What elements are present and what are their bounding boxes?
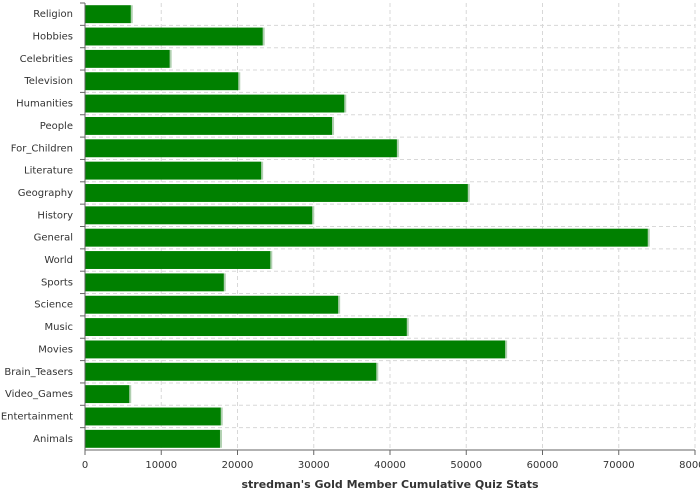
bar — [85, 385, 130, 404]
bar — [85, 5, 131, 24]
y-tick-label: History — [37, 210, 73, 221]
bar — [85, 206, 313, 225]
bar — [85, 72, 239, 91]
bar — [85, 407, 221, 426]
y-tick-label: Hobbies — [33, 32, 73, 43]
y-tick-label: Animals — [33, 434, 73, 445]
bar — [85, 340, 506, 359]
x-tick-label: 40000 — [374, 460, 406, 471]
y-tick-label: Geography — [18, 188, 73, 199]
bar — [85, 251, 271, 269]
x-tick-label: 50000 — [450, 460, 482, 471]
bar — [85, 161, 262, 180]
y-tick-label: Religion — [33, 9, 73, 20]
y-tick-label: Sports — [41, 277, 73, 288]
y-tick-label: Entertainment — [1, 411, 73, 422]
x-tick-label: 20000 — [222, 460, 254, 471]
bar — [85, 49, 170, 68]
bar — [85, 94, 345, 113]
y-tick-label: Humanities — [16, 99, 73, 110]
y-tick-label: World — [44, 255, 73, 266]
bar — [85, 295, 339, 314]
x-tick-label: 30000 — [298, 460, 330, 471]
bar — [85, 27, 263, 46]
y-tick-label: Literature — [24, 166, 73, 177]
bar — [85, 429, 220, 448]
x-axis-label: stredman's Gold Member Cumulative Quiz S… — [241, 478, 538, 491]
x-tick-label: 0 — [82, 460, 88, 471]
x-tick-label: 80000 — [679, 460, 700, 471]
y-tick-label: For_Children — [11, 143, 73, 154]
y-tick-label: Science — [34, 300, 73, 311]
x-tick-label: 10000 — [145, 460, 177, 471]
x-tick-label: 70000 — [603, 460, 635, 471]
y-tick-label: Movies — [38, 344, 73, 355]
bar — [85, 116, 333, 135]
y-tick-label: Television — [23, 76, 73, 87]
y-tick-label: Video_Games — [5, 389, 73, 400]
y-tick-label: Music — [45, 322, 73, 333]
bar — [85, 362, 377, 381]
y-tick-label: People — [40, 121, 73, 132]
x-tick-label: 60000 — [527, 460, 559, 471]
y-tick-label: Celebrities — [20, 54, 73, 65]
bar — [85, 318, 407, 337]
bar — [85, 139, 397, 158]
y-tick-label: Brain_Teasers — [4, 367, 73, 378]
bar — [85, 184, 468, 202]
bar — [85, 273, 224, 292]
y-tick-label: General — [34, 233, 73, 244]
bar — [85, 228, 648, 247]
